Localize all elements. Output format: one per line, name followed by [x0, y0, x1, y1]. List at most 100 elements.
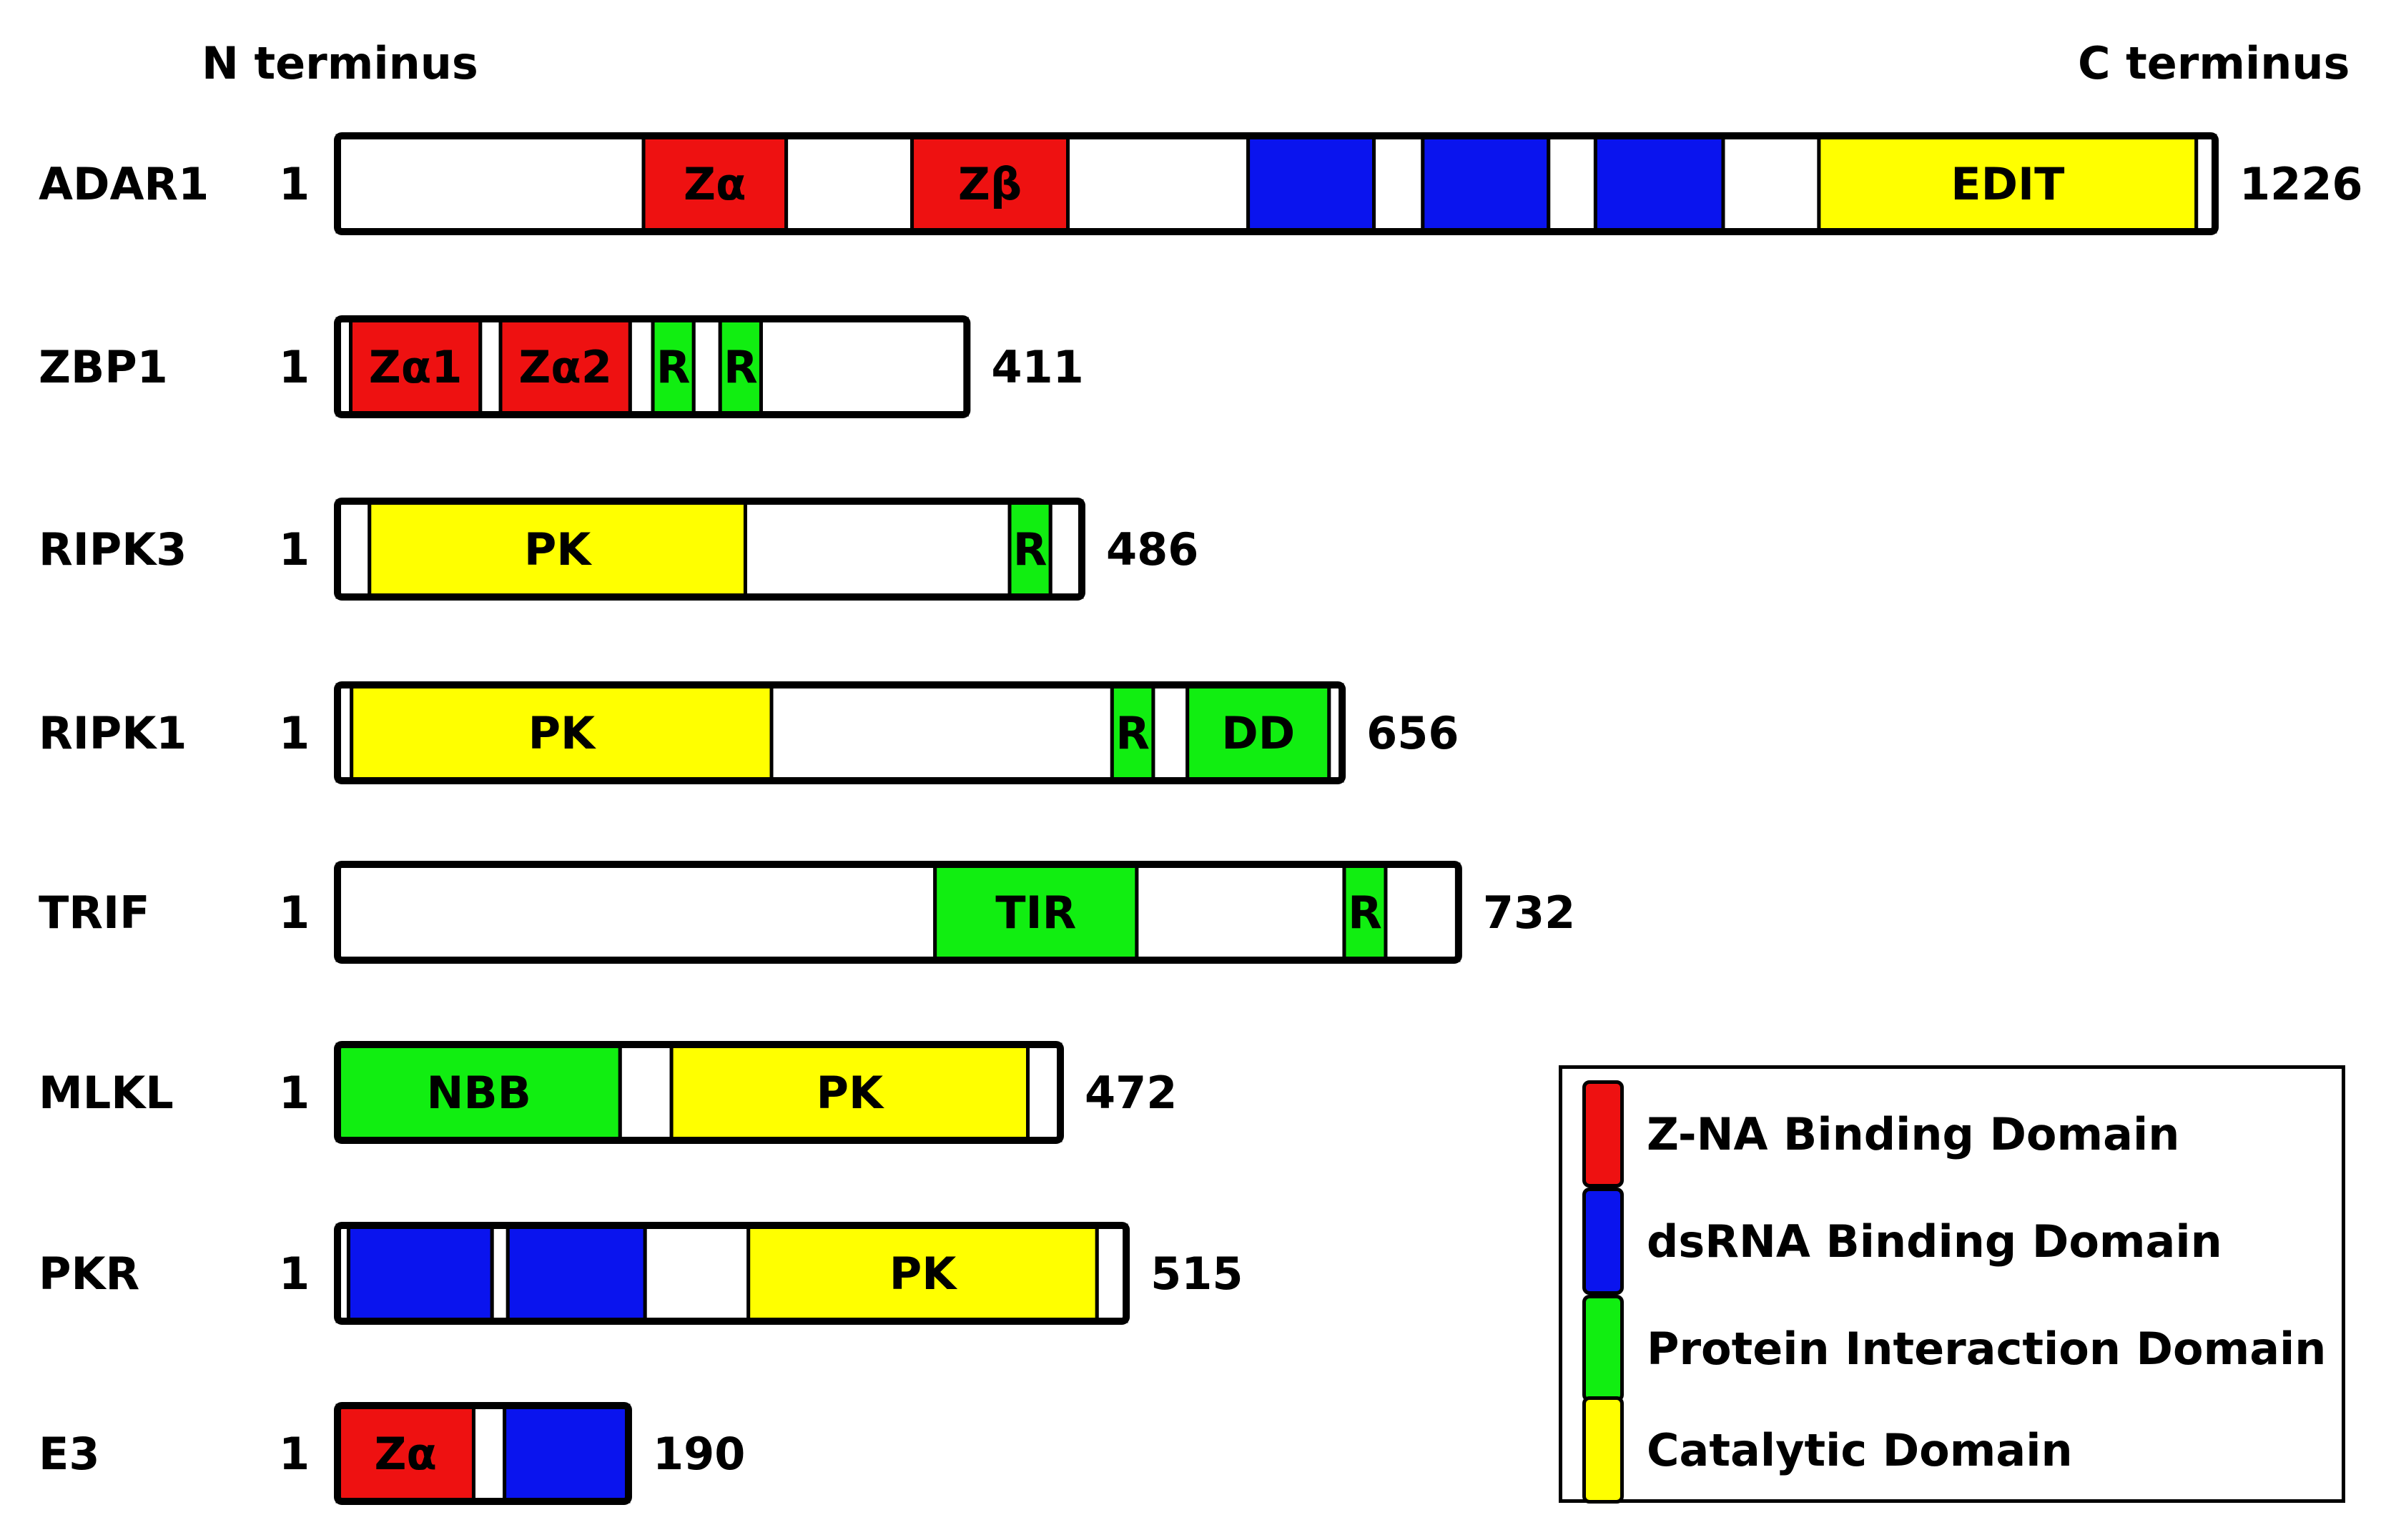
domain-label: Zα: [374, 1428, 437, 1480]
protein-bar-outline: [334, 498, 1085, 601]
domain-label: Zα: [684, 158, 746, 210]
domain-white-segment: [1151, 683, 1190, 783]
domain-label: R: [1115, 707, 1150, 759]
domain-white-segment: [618, 1042, 674, 1142]
domain-label: Zα2: [518, 341, 612, 393]
protein-row-pkr: PKR 1 PK 515: [39, 1222, 1243, 1325]
domain-blue-segment: [503, 1403, 631, 1504]
protein-row-adar1: ADAR1 1 Zα Zβ EDIT 1226: [39, 132, 2363, 235]
domain-white-segment: [1025, 1042, 1063, 1142]
domain-nbb-segment: [335, 1042, 622, 1142]
protein-bar-outline: [334, 1222, 1130, 1325]
domain-label: PK: [524, 523, 592, 576]
legend-item-blue: dsRNA Binding Domain: [1582, 1188, 2222, 1295]
domain-label: EDIT: [1951, 158, 2064, 210]
domain-label: DD: [1221, 707, 1295, 759]
start-residue: 1: [279, 523, 310, 576]
legend-swatch-green: [1582, 1295, 1624, 1402]
legend-label: dsRNA Binding Domain: [1647, 1215, 2222, 1268]
domain-label: R: [1013, 523, 1047, 576]
protein-name: PKR: [39, 1248, 139, 1300]
legend-item-yellow: Catalytic Domain: [1582, 1396, 2073, 1504]
protein-bar-outline: [334, 1041, 1064, 1144]
protein-name: ADAR1: [39, 158, 209, 210]
legend-swatch-yellow: [1582, 1396, 1624, 1504]
domain-blue-segment: [346, 1223, 494, 1323]
protein-name: MLKL: [39, 1067, 174, 1119]
domain-label: R: [724, 341, 758, 393]
end-residue: 656: [1366, 707, 1459, 759]
domain-label: Zβ: [958, 158, 1022, 210]
start-residue: 1: [279, 1067, 310, 1119]
domain-label: PK: [889, 1248, 957, 1300]
protein-bar-outline: [334, 315, 971, 418]
protein-row-trif: TRIF 1 TIR R 732: [39, 861, 1575, 964]
domain-white-segment: [1547, 134, 1597, 234]
start-residue: 1: [279, 887, 310, 939]
start-residue: 1: [279, 341, 310, 393]
domain-white-segment: [1721, 134, 1821, 234]
domain-white-segment: [335, 134, 646, 234]
end-residue: 411: [991, 341, 1083, 393]
end-residue: 472: [1085, 1067, 1177, 1119]
protein-bar-outline: [334, 132, 2219, 235]
domain-white-segment: [335, 862, 937, 962]
domain-label: R: [1348, 887, 1382, 939]
protein-name: ZBP1: [39, 341, 168, 393]
domain-blue-segment: [1421, 134, 1551, 234]
n-terminus-label: N terminus: [202, 37, 478, 89]
domain-white-segment: [691, 317, 722, 417]
protein-name: E3: [39, 1428, 100, 1480]
domain-white-segment: [769, 683, 1114, 783]
legend-label: Catalytic Domain: [1647, 1423, 2073, 1476]
domain-blue-segment: [1593, 134, 1725, 234]
domain-white-segment: [1066, 134, 1251, 234]
end-residue: 515: [1150, 1248, 1243, 1300]
domain-white-segment: [1135, 862, 1346, 962]
legend-label: Protein Interaction Domain: [1647, 1322, 2327, 1375]
protein-row-ripk1: RIPK1 1 PK R DD 656: [39, 681, 1459, 784]
legend-item-green: Protein Interaction Domain: [1582, 1295, 2327, 1402]
protein-bar-outline: [334, 1402, 632, 1505]
domain-label: PK: [817, 1067, 884, 1119]
c-terminus-label: C terminus: [2078, 37, 2350, 89]
domain-white-segment: [628, 317, 655, 417]
protein-bar-outline: [334, 681, 1346, 784]
protein-row-ripk3: RIPK3 1 PK R 486: [39, 498, 1198, 601]
legend-item-red: Z-NA Binding Domain: [1582, 1080, 2180, 1188]
protein-name: TRIF: [39, 887, 149, 939]
legend-swatch-red: [1582, 1080, 1624, 1188]
domain-white-segment: [1048, 499, 1084, 599]
domain-white-segment: [471, 1403, 507, 1504]
domain-edit-segment: [1817, 134, 2199, 234]
protein-name: RIPK1: [39, 707, 187, 759]
domain-r-segment: [651, 317, 696, 417]
domain-label: TIR: [995, 887, 1076, 939]
legend: Z-NA Binding Domain dsRNA Binding Domain…: [1559, 1065, 2345, 1504]
domain-label: R: [656, 341, 691, 393]
protein-name: RIPK3: [39, 523, 187, 576]
domain-pk-segment: [669, 1042, 1030, 1142]
protein-row-e3: E3 1 Zα 190: [39, 1402, 745, 1505]
domain-white-segment: [743, 499, 1012, 599]
domain-zα-segment: [335, 1403, 475, 1504]
end-residue: 732: [1483, 887, 1575, 939]
domain-blue-segment: [506, 1223, 647, 1323]
domain-zα2-segment: [498, 317, 632, 417]
legend-label: Z-NA Binding Domain: [1647, 1107, 2180, 1160]
domain-pk-segment: [350, 683, 774, 783]
end-residue: 486: [1106, 523, 1198, 576]
domain-white-segment: [643, 1223, 751, 1323]
start-residue: 1: [279, 707, 310, 759]
domain-blue-segment: [1246, 134, 1376, 234]
protein-row-zbp1: ZBP1 1 Zα1 Zα2 R R 411: [39, 315, 1084, 418]
domain-white-segment: [759, 317, 969, 417]
protein-bar-outline: [334, 861, 1462, 964]
start-residue: 1: [279, 1248, 310, 1300]
domain-white-segment: [490, 1223, 510, 1323]
start-residue: 1: [279, 158, 310, 210]
domain-label: NBB: [426, 1067, 531, 1119]
domain-pk-segment: [368, 499, 747, 599]
